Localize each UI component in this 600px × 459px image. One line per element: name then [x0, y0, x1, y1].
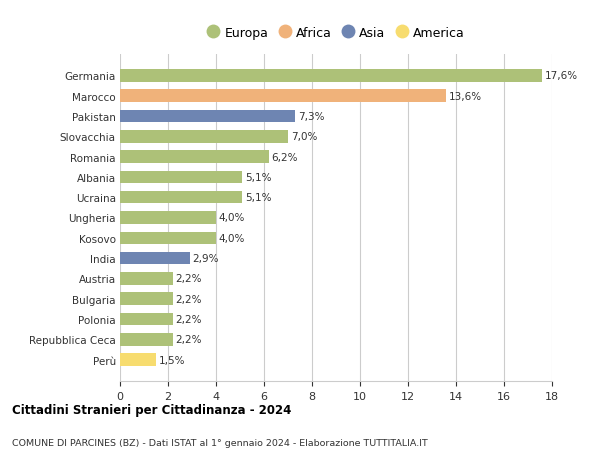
- Bar: [120, 353, 156, 366]
- Bar: [120, 293, 173, 305]
- Text: 6,2%: 6,2%: [272, 152, 298, 162]
- Bar: [120, 171, 242, 184]
- Bar: [120, 232, 216, 245]
- Text: 2,2%: 2,2%: [176, 335, 202, 345]
- Text: 2,2%: 2,2%: [176, 274, 202, 284]
- Text: 2,9%: 2,9%: [193, 253, 219, 263]
- Text: 4,0%: 4,0%: [219, 233, 245, 243]
- Bar: [120, 313, 173, 325]
- Bar: [120, 90, 446, 103]
- Text: 2,2%: 2,2%: [176, 294, 202, 304]
- Text: 5,1%: 5,1%: [245, 173, 272, 183]
- Text: 5,1%: 5,1%: [245, 193, 272, 203]
- Bar: [120, 252, 190, 265]
- Text: Cittadini Stranieri per Cittadinanza - 2024: Cittadini Stranieri per Cittadinanza - 2…: [12, 403, 292, 416]
- Text: 13,6%: 13,6%: [449, 91, 482, 101]
- Bar: [120, 151, 269, 163]
- Bar: [120, 191, 242, 204]
- Text: 4,0%: 4,0%: [219, 213, 245, 223]
- Text: 1,5%: 1,5%: [159, 355, 185, 365]
- Text: 17,6%: 17,6%: [545, 71, 578, 81]
- Text: 7,3%: 7,3%: [298, 112, 325, 122]
- Bar: [120, 212, 216, 224]
- Bar: [120, 273, 173, 285]
- Text: COMUNE DI PARCINES (BZ) - Dati ISTAT al 1° gennaio 2024 - Elaborazione TUTTITALI: COMUNE DI PARCINES (BZ) - Dati ISTAT al …: [12, 438, 428, 447]
- Bar: [120, 70, 542, 83]
- Bar: [120, 111, 295, 123]
- Text: 7,0%: 7,0%: [291, 132, 317, 142]
- Legend: Europa, Africa, Asia, America: Europa, Africa, Asia, America: [202, 22, 470, 45]
- Bar: [120, 131, 288, 143]
- Bar: [120, 333, 173, 346]
- Text: 2,2%: 2,2%: [176, 314, 202, 325]
